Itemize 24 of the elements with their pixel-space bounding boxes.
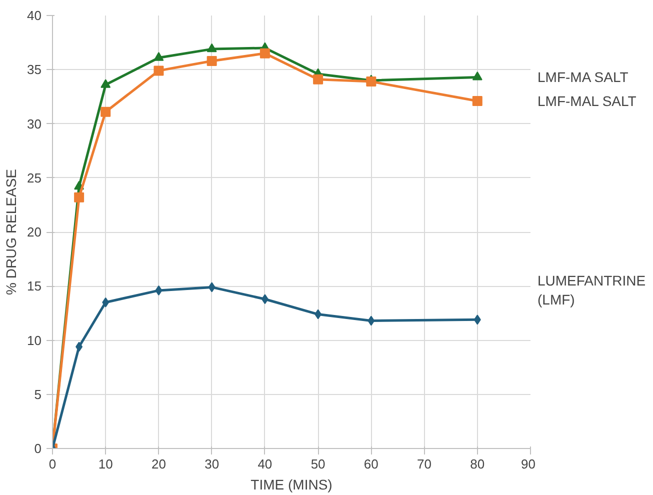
x-tick-label: 20 [151, 456, 166, 472]
y-tick-label: 20 [27, 224, 42, 240]
y-tick-label: 25 [27, 170, 42, 186]
x-tick-label: 10 [98, 456, 113, 472]
x-axis-title: TIME (MINS) [250, 476, 332, 492]
x-tick-label: 90 [521, 456, 536, 472]
y-tick-label: 10 [27, 332, 42, 348]
y-axis-title: % DRUG RELEASE [3, 168, 20, 296]
x-tick-label: 30 [204, 456, 220, 472]
text: LMF-MAL SALT [538, 93, 637, 110]
x-tick-label: 50 [310, 456, 326, 472]
y-tick-label: 5 [34, 386, 42, 402]
x-tick-label: 70 [417, 456, 432, 472]
text: LUMEFANTRINE (LMF) [538, 272, 646, 308]
text: LMF-MA SALT [538, 69, 629, 86]
y-tick-label: 30 [27, 116, 42, 132]
y-tick-label: 0 [34, 441, 42, 456]
y-tick-label: 35 [27, 62, 42, 78]
y-tick-label: 15 [27, 278, 42, 294]
x-tick-label: 80 [470, 456, 485, 472]
y-tick-label: 40 [27, 8, 42, 23]
x-tick-label: 40 [258, 456, 272, 472]
x-tick-label: 0 [48, 456, 56, 472]
x-tick-label: 60 [364, 456, 378, 472]
